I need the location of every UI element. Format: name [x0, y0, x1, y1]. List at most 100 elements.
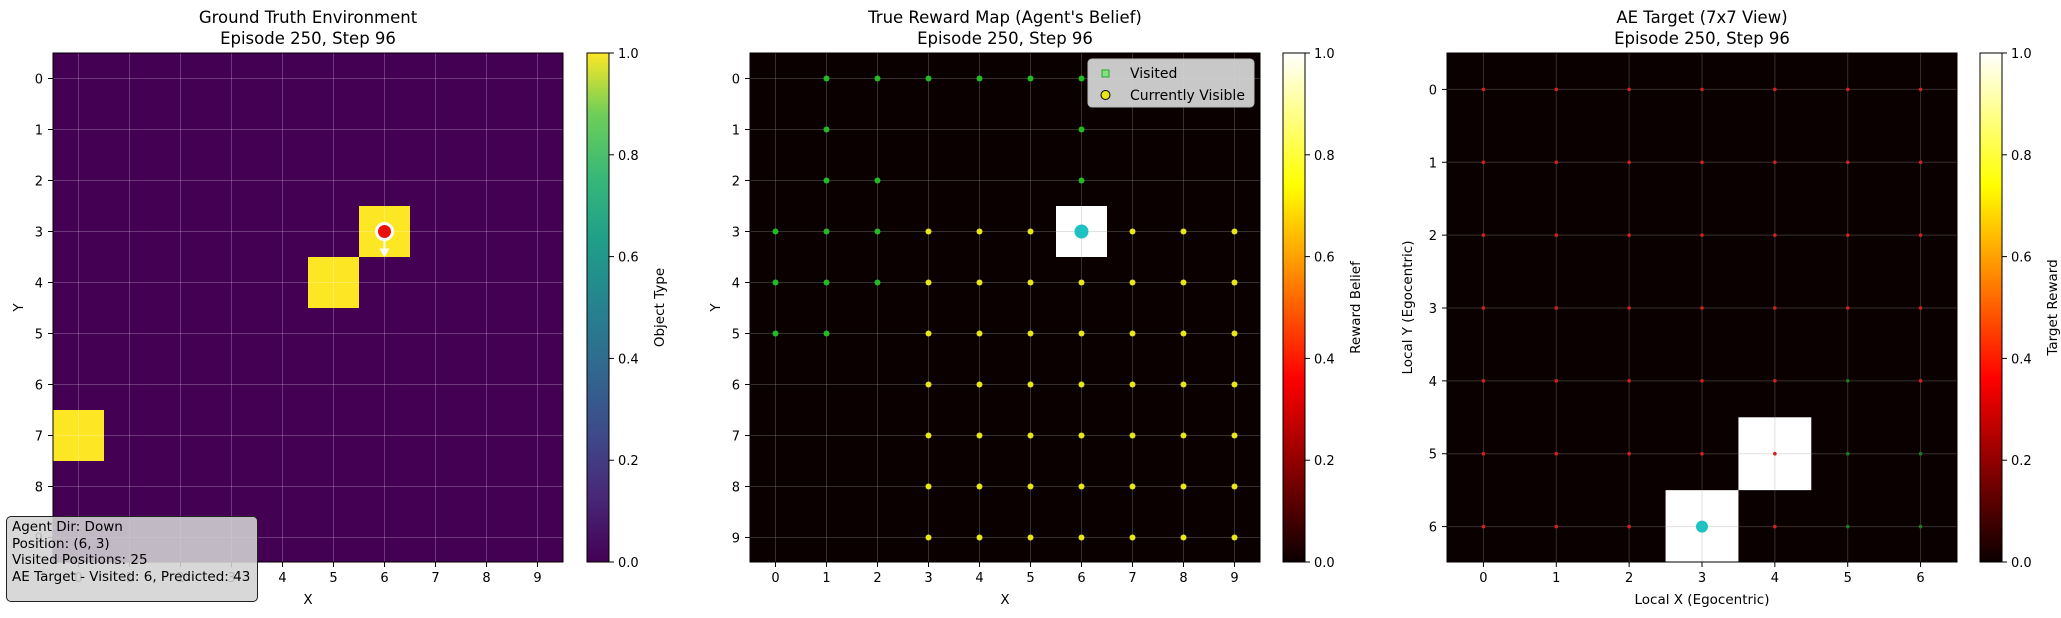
target-marker [1700, 306, 1704, 310]
y-tick-label: 4 [35, 277, 43, 292]
visible-marker [1180, 483, 1187, 490]
visible-marker [1129, 330, 1136, 337]
x-tick-label: 7 [1128, 571, 1136, 586]
legend: Visited Currently Visible [1087, 58, 1255, 108]
visible-marker [976, 381, 983, 388]
colorbar [1979, 52, 2003, 563]
target-marker [1773, 306, 1777, 310]
target-marker [1918, 160, 1923, 165]
visible-marker [976, 483, 983, 490]
visible-marker [1027, 534, 1034, 541]
y-tick-label: 9 [732, 532, 740, 547]
visible-marker [925, 381, 932, 388]
x-tick-label: 2 [873, 571, 881, 586]
heatmap-background [750, 53, 1260, 562]
chart-title: Ground Truth Environment [199, 8, 418, 27]
visited-marker [823, 228, 830, 235]
visited-marker [823, 279, 830, 286]
chart-title: AE Target (7x7 View) [1616, 8, 1787, 27]
colorbar-label: Object Type [652, 268, 668, 347]
visible-marker [1078, 534, 1085, 541]
visited-marker [772, 330, 779, 337]
chart-subtitle: Episode 250, Step 96 [220, 29, 396, 48]
colorbar-tick-label: 0.4 [1314, 352, 1335, 367]
visible-marker [1129, 381, 1136, 388]
visited-marker [874, 177, 881, 184]
target-marker [1627, 306, 1631, 310]
colorbar-tick-label: 1.0 [2011, 47, 2032, 62]
colorbar-tick-label: 0.6 [1314, 251, 1335, 266]
axes-frame [52, 52, 564, 563]
visible-marker [976, 432, 983, 439]
colorbar-tick-label: 1.0 [618, 47, 639, 62]
visited-marker [823, 126, 830, 133]
visible-marker [925, 483, 932, 490]
target-marker [1481, 451, 1486, 456]
y-tick-label: 0 [35, 73, 43, 88]
y-tick-label: 8 [732, 481, 740, 496]
target-marker [1554, 524, 1559, 529]
visible-marker [1180, 432, 1187, 439]
visited-marker [1078, 75, 1085, 82]
chart-subtitle: Episode 250, Step 96 [917, 29, 1093, 48]
x-tick-label: 0 [771, 571, 779, 586]
agent-direction-text: Agent Dir: Down [12, 519, 123, 535]
x-tick-label: 4 [278, 571, 286, 586]
visible-marker [1180, 279, 1187, 286]
visited-marker [823, 177, 830, 184]
y-tick-label: 3 [1429, 302, 1437, 317]
target-marker [1554, 379, 1559, 383]
chart-subtitle: Episode 250, Step 96 [1614, 29, 1790, 48]
target-marker [1918, 87, 1923, 92]
x-tick-label: 4 [1771, 571, 1779, 586]
target-marker [1627, 233, 1631, 237]
y-axis-label: Local Y (Egocentric) [1400, 240, 1416, 374]
y-tick-label: 6 [1429, 521, 1437, 536]
visible-marker [1231, 279, 1238, 286]
agent-position-text: Position: (6, 3) [12, 535, 110, 552]
colorbar [586, 52, 610, 563]
x-tick-label: 5 [1844, 571, 1852, 586]
colorbar-tick-label: 0.2 [2011, 454, 2032, 469]
visible-marker [925, 534, 932, 541]
visible-marker [1231, 534, 1238, 541]
target-marker [1481, 233, 1486, 237]
target-marker [1845, 524, 1850, 529]
y-tick-label: 8 [35, 481, 43, 496]
legend-box [1087, 58, 1255, 108]
colorbar-tick-label: 0.8 [618, 149, 639, 164]
chart-panel-1: 01234567890123456789Ground Truth Environ… [11, 8, 668, 608]
visible-marker [1027, 228, 1034, 235]
agent-marker [1696, 520, 1708, 533]
visited-marker [874, 279, 881, 286]
target-marker [1481, 306, 1486, 310]
visited-marker [925, 75, 932, 82]
target-marker [1554, 160, 1559, 165]
visible-marker [1129, 483, 1136, 490]
visible-marker [976, 534, 983, 541]
target-marker [1773, 379, 1777, 383]
target-marker [1918, 451, 1923, 456]
target-marker [1554, 306, 1559, 310]
legend-visited-label: Visited [1130, 66, 1177, 82]
agent-info-box: Agent Dir: Down Position: (6, 3) Visited… [6, 516, 258, 602]
visible-marker [1078, 432, 1085, 439]
target-marker [1773, 451, 1777, 456]
x-tick-label: 6 [1077, 571, 1085, 586]
visible-marker [925, 228, 932, 235]
target-marker [1845, 451, 1850, 456]
x-tick-label: 1 [1552, 571, 1560, 586]
y-tick-label: 2 [35, 175, 43, 190]
target-marker [1481, 160, 1486, 165]
visible-marker [1078, 330, 1085, 337]
x-axis-label: X [303, 592, 312, 608]
axes-frame [749, 52, 1261, 563]
x-tick-label: 3 [924, 571, 932, 586]
target-marker [1845, 160, 1850, 165]
target-marker [1554, 451, 1559, 456]
y-tick-label: 0 [732, 73, 740, 88]
visible-marker [1231, 432, 1238, 439]
visible-marker [1231, 330, 1238, 337]
target-marker [1773, 524, 1777, 529]
